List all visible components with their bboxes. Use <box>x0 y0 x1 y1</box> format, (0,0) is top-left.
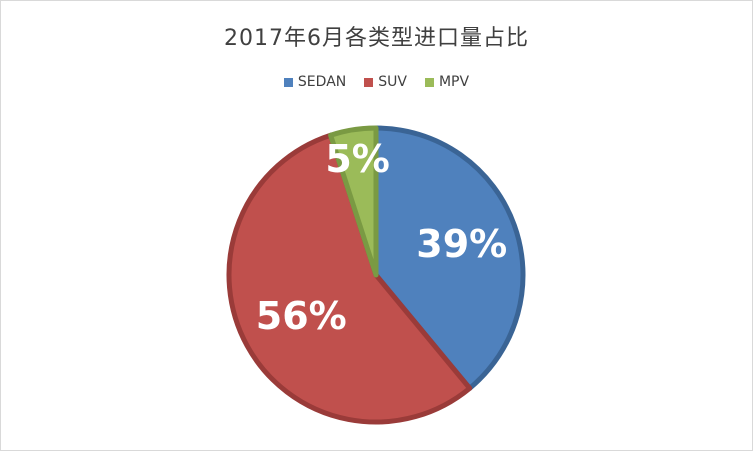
legend-swatch-suv <box>364 77 374 87</box>
data-label-suv: 56% <box>256 294 347 338</box>
data-label-sedan: 39% <box>416 222 507 266</box>
pie-data-labels: 39% 56% 5% <box>256 137 507 338</box>
legend-label-sedan: SEDAN <box>297 74 347 90</box>
legend-label-suv: SUV <box>378 74 407 90</box>
legend-item-mpv: MPV <box>424 74 470 90</box>
pie-slice-mpv <box>328 125 379 278</box>
legend-item-sedan: SEDAN <box>283 74 347 90</box>
legend-swatch-sedan <box>283 77 293 87</box>
data-label-mpv: 5% <box>325 137 390 181</box>
pie-slice-suv <box>226 132 473 425</box>
pie-slice-sedan <box>373 125 526 391</box>
legend-swatch-mpv <box>424 77 434 87</box>
pie-slices <box>226 125 526 425</box>
chart-legend: SEDAN SUV MPV <box>0 74 753 90</box>
legend-label-mpv: MPV <box>438 74 470 90</box>
legend-item-suv: SUV <box>364 74 407 90</box>
chart-title: 2017年6月各类型进口量占比 <box>224 26 529 51</box>
